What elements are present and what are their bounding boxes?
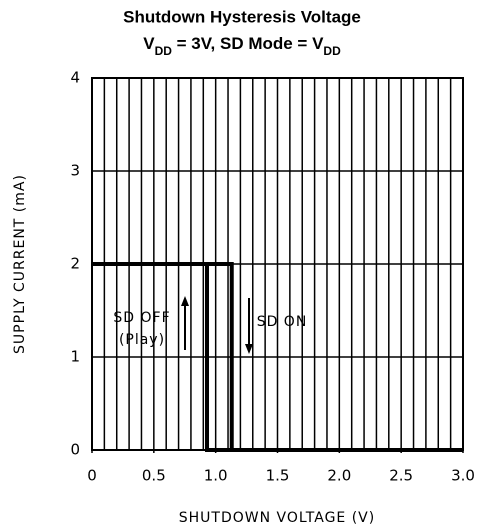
x-tick-label: 3.0 [451, 467, 475, 485]
x-tick-label: 2.0 [327, 467, 351, 485]
data-line [92, 262, 463, 452]
subtitle-part: = 3V, SD Mode = V [172, 34, 324, 53]
x-tick-label: 1.5 [266, 467, 290, 485]
x-tick-label: 0 [87, 467, 97, 485]
subtitle-part: V [143, 34, 155, 53]
y-axis-label: SUPPLY CURRENT (mA) [12, 174, 28, 354]
x-tick-label: 0.5 [142, 467, 166, 485]
x-tick-label: 1.0 [204, 467, 228, 485]
chart-subtitle: VDD = 3V, SD Mode = VDD [143, 34, 341, 58]
x-tick-label: 2.5 [389, 467, 413, 485]
y-tick-label: 3 [70, 162, 80, 180]
y-tick-label: 4 [70, 69, 80, 87]
chart-title: Shutdown Hysteresis Voltage [123, 7, 361, 26]
y-tick-label: 1 [70, 348, 80, 366]
arrow [181, 296, 253, 354]
y-tick-label: 2 [70, 255, 80, 273]
subtitle-part: DD [155, 44, 173, 58]
annotation: SD ON [257, 314, 308, 330]
x-axis-label: SHUTDOWN VOLTAGE (V) [179, 510, 375, 526]
y-tick-label: 0 [70, 441, 80, 459]
subtitle-part: DD [323, 44, 341, 58]
